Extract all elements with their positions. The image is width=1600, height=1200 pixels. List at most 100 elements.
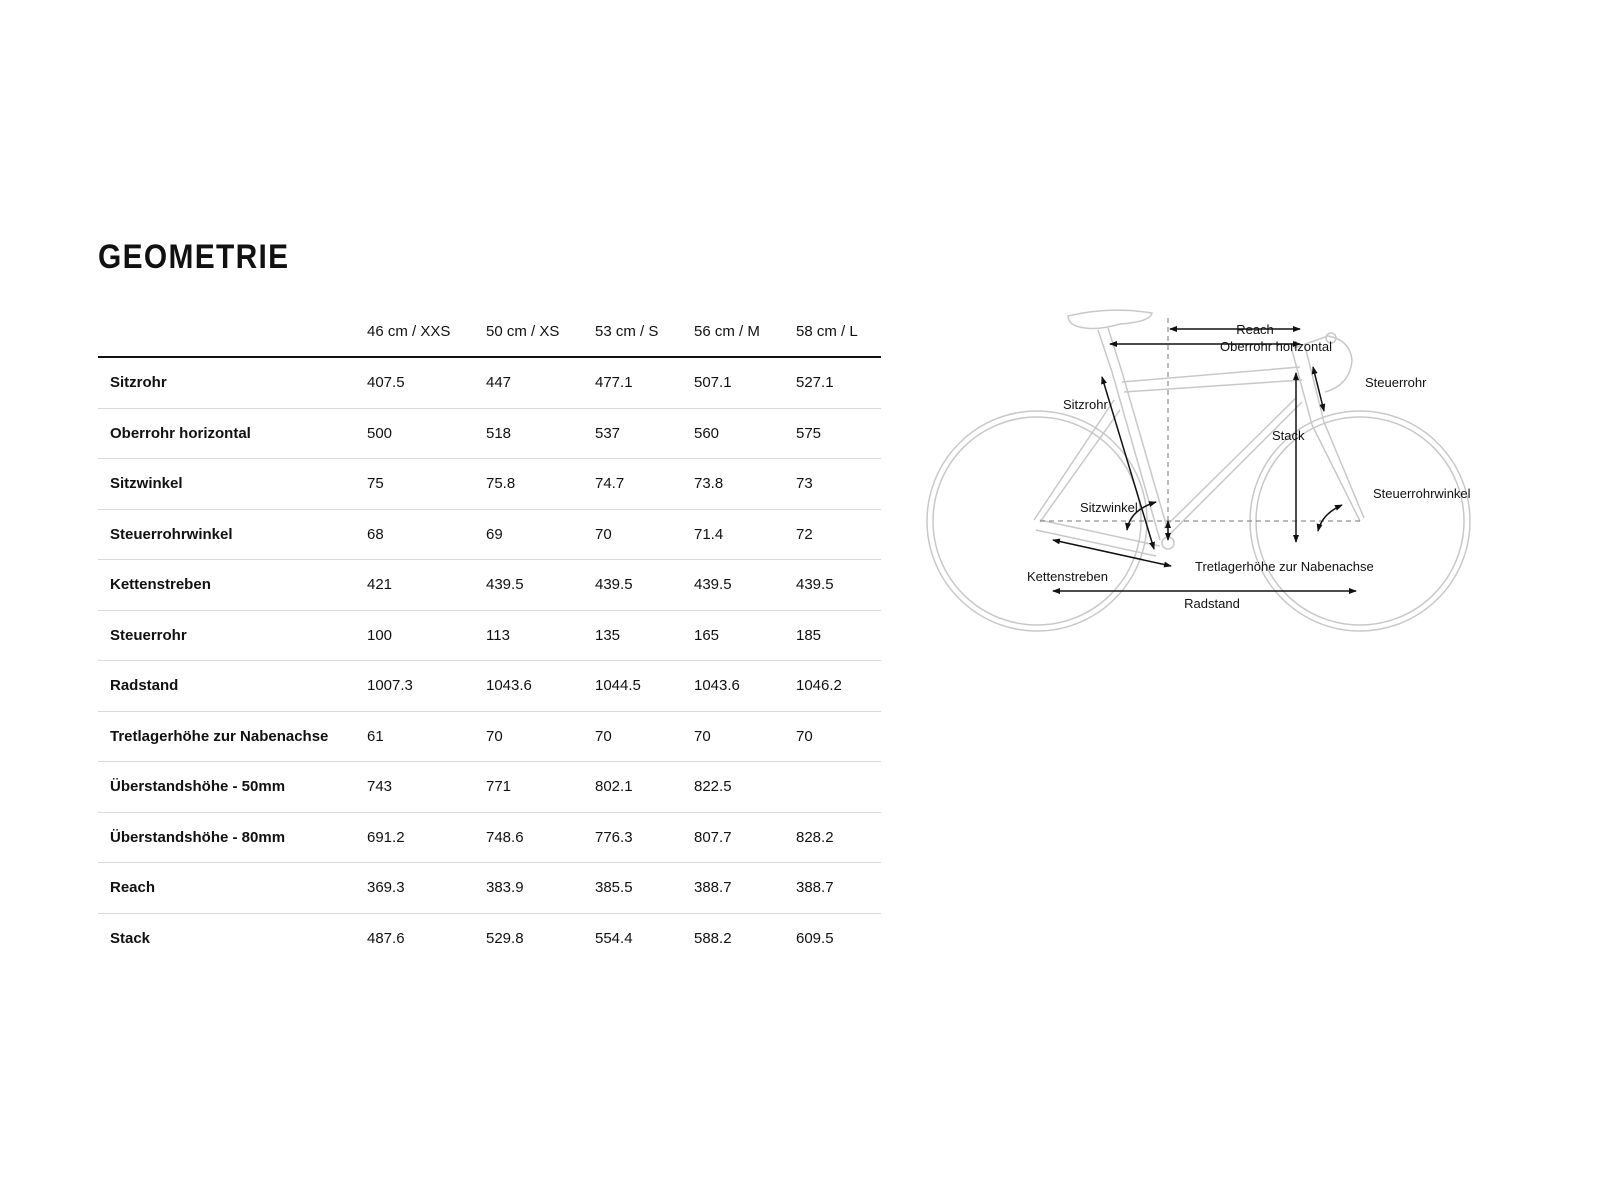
table-row: Steuerrohr 100 113 135 165 185 <box>98 610 881 661</box>
table-cell: 439.5 <box>694 559 796 611</box>
label-reach: Reach <box>1236 322 1274 337</box>
table-cell: 388.7 <box>796 862 881 914</box>
table-cell: 383.9 <box>486 862 595 914</box>
saddle <box>1067 309 1153 330</box>
table-cell: 529.8 <box>486 929 524 947</box>
table-cell: 822.5 <box>694 761 796 813</box>
table-cell: 477.1 <box>595 357 694 409</box>
label-head-angle: Steuerrohrwinkel <box>1373 486 1471 501</box>
down-tube <box>1163 397 1303 535</box>
table-cell: 554.4 <box>595 929 633 947</box>
table-cell: 518 <box>486 408 595 459</box>
table-row: Überstandshöhe - 50mm 743 771 802.1 822.5 <box>98 761 881 813</box>
label-head-tube: Steuerrohr <box>1365 375 1427 390</box>
table-cell: 560 <box>694 408 796 459</box>
table-row: Radstand 1007.3 1043.6 1044.5 1043.6 1046.2 <box>98 660 881 712</box>
row-label: Überstandshöhe - 80mm <box>98 812 367 863</box>
table-cell: 1046.2 <box>796 660 881 712</box>
table-cell: 70 <box>796 711 881 762</box>
reference-lines <box>1040 318 1360 540</box>
table-row: Stack 487.6 529.8 554.4 588.2 609.5 <box>98 913 881 963</box>
table-cell <box>796 761 881 813</box>
row-label: Kettenstreben <box>98 559 367 611</box>
row-label: Sitzwinkel <box>98 458 367 510</box>
table-cell: 609.5 <box>796 929 834 947</box>
table-cell: 1043.6 <box>694 660 796 712</box>
table-cell: 388.7 <box>694 862 796 914</box>
table-cell: 588.2 <box>694 929 732 947</box>
table-cell: 439.5 <box>486 559 595 611</box>
table-cell: 70 <box>486 711 595 762</box>
table-cell: 1043.6 <box>486 660 595 712</box>
chainstay-arrow <box>1052 538 1172 568</box>
row-label: Steuerrohr <box>98 610 367 661</box>
table-cell: 828.2 <box>796 812 881 863</box>
head-tube <box>1291 345 1325 426</box>
row-label: Oberrohr horizontal <box>98 408 367 459</box>
seat-tube-arrow <box>1101 376 1155 550</box>
table-cell: 507.1 <box>694 357 796 409</box>
table-cell: 807.7 <box>694 812 796 863</box>
bike-frame <box>926 309 1471 632</box>
label-top-tube: Oberrohr horizontal <box>1220 339 1332 354</box>
table-cell: 439.5 <box>796 559 881 611</box>
label-wheelbase: Radstand <box>1184 596 1240 611</box>
table-cell: 1007.3 <box>367 660 486 712</box>
table-cell: 575 <box>796 408 881 459</box>
head-angle-arrow <box>1316 504 1343 532</box>
table-row: Tretlagerhöhe zur Nabenachse 61 70 70 70 70 <box>98 711 881 762</box>
row-label: Überstandshöhe - 50mm <box>98 761 367 813</box>
row-label: Stack <box>110 929 151 947</box>
table-cell: 70 <box>694 711 796 762</box>
table-cell: 75 <box>367 458 486 510</box>
seat-angle-arrow <box>1125 501 1157 531</box>
table-cell: 743 <box>367 761 486 813</box>
dimension-arrows <box>1052 326 1357 594</box>
geometry-table: 46 cm / XXS 50 cm / XS 53 cm / S 56 cm /… <box>98 306 881 963</box>
label-stack: Stack <box>1272 428 1305 443</box>
table-cell: 527.1 <box>796 357 881 409</box>
table-cell: 71.4 <box>694 509 796 560</box>
top-tube <box>1121 366 1303 393</box>
table-cell: 165 <box>694 610 796 661</box>
label-seat-tube: Sitzrohr <box>1063 397 1108 412</box>
page-title: GEOMETRIE <box>98 238 290 276</box>
table-cell: 771 <box>486 761 595 813</box>
table-row: Reach 369.3 383.9 385.5 388.7 388.7 <box>98 862 881 914</box>
row-label: Tretlagerhöhe zur Nabenachse <box>98 711 367 762</box>
table-cell: 369.3 <box>367 862 486 914</box>
table-cell: 487.6 <box>367 929 405 947</box>
table-cell: 113 <box>486 610 595 661</box>
table-cell: 72 <box>796 509 881 560</box>
table-cell: 439.5 <box>595 559 694 611</box>
table-cell: 748.6 <box>486 812 595 863</box>
table-cell: 1044.5 <box>595 660 694 712</box>
table-row: Oberrohr horizontal 500 518 537 560 575 <box>98 408 881 459</box>
row-label: Reach <box>98 862 367 914</box>
table-cell: 776.3 <box>595 812 694 863</box>
head-tube-arrow <box>1311 366 1326 412</box>
column-header: 58 cm / L <box>796 306 881 358</box>
table-cell: 421 <box>367 559 486 611</box>
table-header-row: 46 cm / XXS 50 cm / XS 53 cm / S 56 cm /… <box>98 306 881 358</box>
label-seat-angle: Sitzwinkel <box>1080 500 1138 515</box>
table-cell: 100 <box>367 610 486 661</box>
table-cell: 68 <box>367 509 486 560</box>
table-cell: 73 <box>796 458 881 510</box>
label-bb-drop: Tretlagerhöhe zur Nabenachse <box>1195 559 1374 574</box>
table-cell: 70 <box>595 509 694 560</box>
column-header: 56 cm / M <box>694 306 796 358</box>
table-row: Sitzrohr 407.5 447 477.1 507.1 527.1 <box>98 357 881 409</box>
table-cell: 74.7 <box>595 458 694 510</box>
table-cell: 69 <box>486 509 595 560</box>
table-cell: 185 <box>796 610 881 661</box>
table-cell: 407.5 <box>367 357 486 409</box>
row-label: Sitzrohr <box>98 357 367 409</box>
column-header: 46 cm / XXS <box>367 306 486 358</box>
diagram-labels: Reach Oberrohr horizontal Steuerrohr Sit… <box>1027 322 1471 611</box>
table-cell: 70 <box>595 711 694 762</box>
table-row: Sitzwinkel 75 75.8 74.7 73.8 73 <box>98 458 881 510</box>
table-cell: 61 <box>367 711 486 762</box>
row-label: Steuerrohrwinkel <box>98 509 367 560</box>
